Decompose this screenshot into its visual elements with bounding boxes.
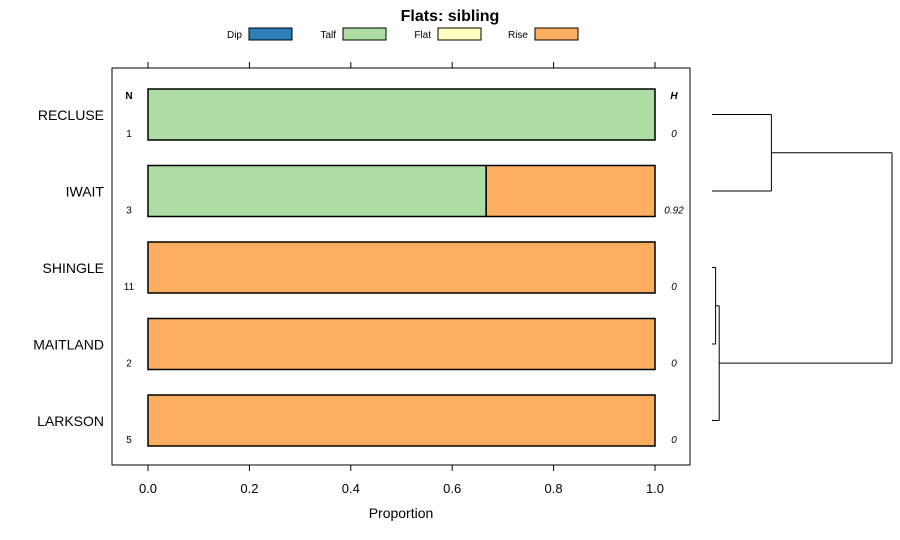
h-value-maitland: 0	[671, 359, 677, 370]
bar-segment-recluse-talf	[147, 88, 656, 141]
x-tick-label: 1.0	[646, 481, 664, 496]
category-label-maitland: MAITLAND	[33, 337, 104, 353]
x-tick-label: 0.4	[342, 481, 360, 496]
dendrogram	[712, 114, 893, 421]
category-label-recluse: RECLUSE	[38, 107, 104, 123]
n-value-shingle: 11	[124, 282, 135, 293]
bar-segment-shingle-rise	[147, 241, 656, 294]
category-label-larkson: LARKSON	[37, 413, 104, 429]
chart-title: Flats: sibling	[401, 8, 500, 25]
h-column-header: H	[670, 91, 678, 102]
n-value-larkson: 5	[126, 435, 132, 446]
category-label-shingle: SHINGLE	[43, 260, 104, 276]
legend-swatch-talf	[342, 27, 387, 41]
h-value-recluse: 0	[671, 129, 677, 140]
bar-segment-larkson-rise	[147, 394, 656, 447]
legend: Dip Talf Flat Rise	[227, 27, 579, 41]
x-tick-label: 0.8	[545, 481, 563, 496]
n-column-header: N	[125, 91, 132, 102]
x-axis: 0.0 0.2 0.4 0.6 0.8 1.0	[139, 62, 664, 496]
x-axis-title: Proportion	[369, 505, 434, 521]
legend-label-flat: Flat	[414, 30, 431, 41]
n-value-recluse: 1	[126, 129, 132, 140]
legend-swatch-flat	[437, 27, 482, 41]
h-value-iwait: 0.92	[664, 206, 684, 217]
legend-swatch-dip	[248, 27, 293, 41]
bars	[147, 88, 656, 447]
legend-label-talf: Talf	[320, 30, 336, 41]
legend-label-rise: Rise	[508, 30, 528, 41]
n-value-iwait: 3	[126, 206, 132, 217]
bar-segment-iwait-rise	[485, 164, 656, 218]
legend-swatch-rise	[534, 27, 579, 41]
bar-segment-maitland-rise	[147, 317, 656, 371]
legend-label-dip: Dip	[227, 30, 242, 41]
h-value-larkson: 0	[671, 435, 677, 446]
x-tick-label: 0.0	[139, 481, 157, 496]
h-value-shingle: 0	[671, 282, 677, 293]
x-tick-label: 0.6	[443, 481, 461, 496]
row-labels: RECLUSE 1 0 IWAIT 3 0.92 SHINGLE 11 0 MAITLAND 2 0 L…	[33, 107, 684, 446]
plot-frame	[111, 67, 691, 466]
category-label-iwait: IWAIT	[66, 184, 105, 200]
n-value-maitland: 2	[126, 359, 132, 370]
x-tick-label: 0.2	[240, 481, 258, 496]
bar-segment-iwait-talf	[147, 164, 487, 218]
